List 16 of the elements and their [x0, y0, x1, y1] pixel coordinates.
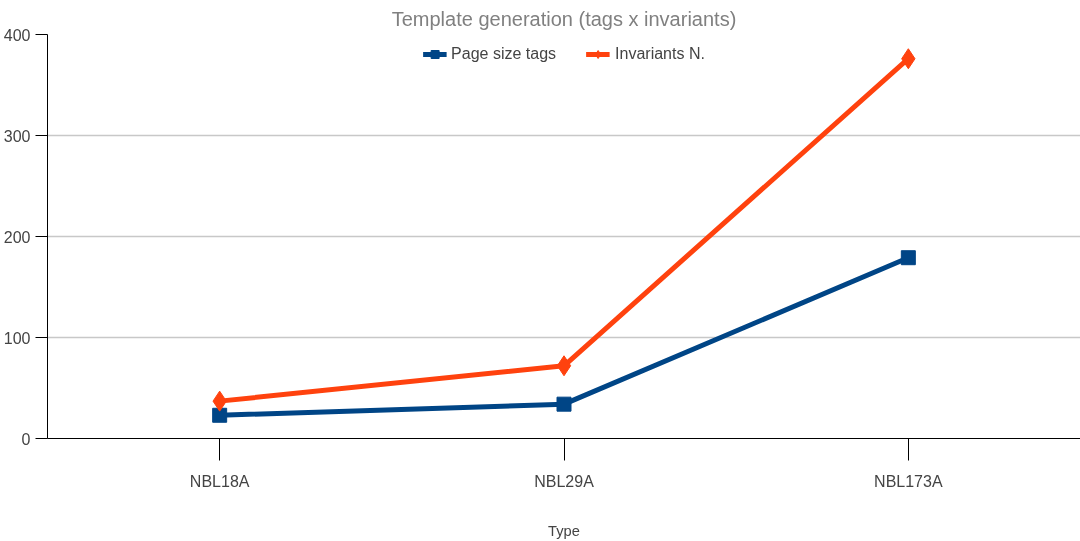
legend-label: Invariants N.: [615, 45, 705, 63]
chart-title: Template generation (tags x invariants): [391, 7, 737, 30]
y-tick-label: 300: [3, 127, 31, 145]
y-tick-label: 400: [3, 26, 31, 44]
point: [212, 407, 228, 423]
point: [556, 396, 572, 412]
y-tick-label: 0: [21, 430, 31, 448]
legend-label: Page size tags: [451, 45, 557, 63]
y-tick-label: 200: [3, 228, 31, 246]
x-tick-label: NBL173A: [874, 472, 943, 490]
y-tick-label: 100: [3, 329, 31, 347]
x-tick-label: NBL18A: [189, 472, 250, 490]
x-axis-title: Type: [548, 522, 580, 539]
point: [556, 355, 572, 377]
x-tick-label: NBL29A: [534, 472, 595, 490]
point: [900, 250, 916, 266]
